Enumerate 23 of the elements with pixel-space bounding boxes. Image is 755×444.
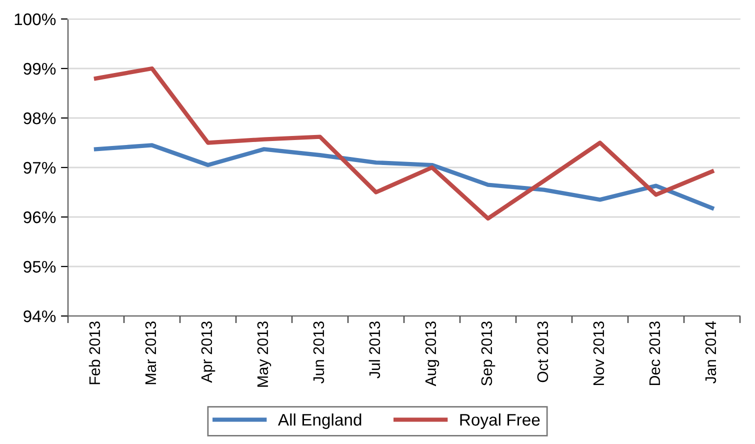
x-tick-label: Apr 2013: [201, 322, 216, 383]
legend-label: Royal Free: [460, 413, 540, 429]
y-tick-label: 95%: [24, 260, 56, 273]
x-tick-label: Sep 2013: [481, 322, 496, 386]
y-tick-label: 99%: [24, 62, 56, 75]
y-tick-label: 96%: [24, 211, 56, 224]
x-tick-label: Nov 2013: [593, 322, 604, 386]
y-tick-label: 100%: [14, 13, 56, 26]
x-tick-label: May 2013: [257, 322, 272, 387]
x-tick-label: Jan 2014: [705, 321, 716, 384]
x-tick-label: Feb 2013: [88, 322, 100, 384]
x-tick-label: Mar 2013: [145, 322, 156, 384]
x-tick-label: Jun 2013: [313, 322, 324, 384]
x-tick-label: Aug 2013: [425, 322, 440, 386]
line-series: [94, 66, 714, 221]
x-tick-label: Oct 2013: [537, 322, 548, 382]
y-tick-label: 98%: [24, 112, 56, 124]
y-tick-label: 97%: [24, 162, 56, 174]
legend-label: All England: [278, 413, 362, 429]
x-tick-label: Dec 2013: [649, 322, 660, 386]
x-tick-label: Jul 2013: [368, 322, 380, 378]
line-series: [94, 143, 714, 210]
y-tick-label: 94%: [24, 310, 56, 322]
